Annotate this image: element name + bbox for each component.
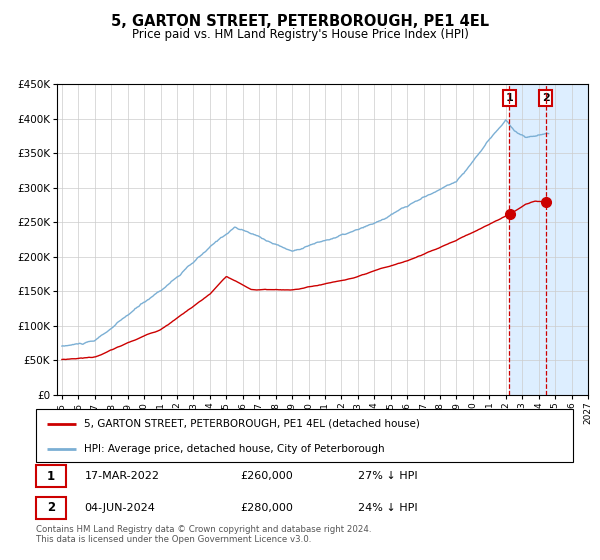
Text: £280,000: £280,000 [240,503,293,513]
Text: Price paid vs. HM Land Registry's House Price Index (HPI): Price paid vs. HM Land Registry's House … [131,28,469,41]
Text: 2: 2 [542,93,550,103]
Bar [36,497,65,519]
Text: 1: 1 [47,469,55,483]
Text: 2: 2 [47,501,55,514]
Text: 04-JUN-2024: 04-JUN-2024 [85,503,155,513]
Bar [546,84,596,395]
Text: £260,000: £260,000 [240,471,293,481]
Text: 27% ↓ HPI: 27% ↓ HPI [358,471,418,481]
Bar [509,84,546,395]
Text: Contains HM Land Registry data © Crown copyright and database right 2024.
This d: Contains HM Land Registry data © Crown c… [36,525,371,544]
Bar [36,465,65,487]
Text: HPI: Average price, detached house, City of Peterborough: HPI: Average price, detached house, City… [85,444,385,454]
Text: 5, GARTON STREET, PETERBOROUGH, PE1 4EL: 5, GARTON STREET, PETERBOROUGH, PE1 4EL [111,14,489,29]
Text: 5, GARTON STREET, PETERBOROUGH, PE1 4EL (detached house): 5, GARTON STREET, PETERBOROUGH, PE1 4EL … [85,419,420,429]
Text: 1: 1 [505,93,513,103]
Text: 24% ↓ HPI: 24% ↓ HPI [358,503,418,513]
Text: 17-MAR-2022: 17-MAR-2022 [85,471,160,481]
